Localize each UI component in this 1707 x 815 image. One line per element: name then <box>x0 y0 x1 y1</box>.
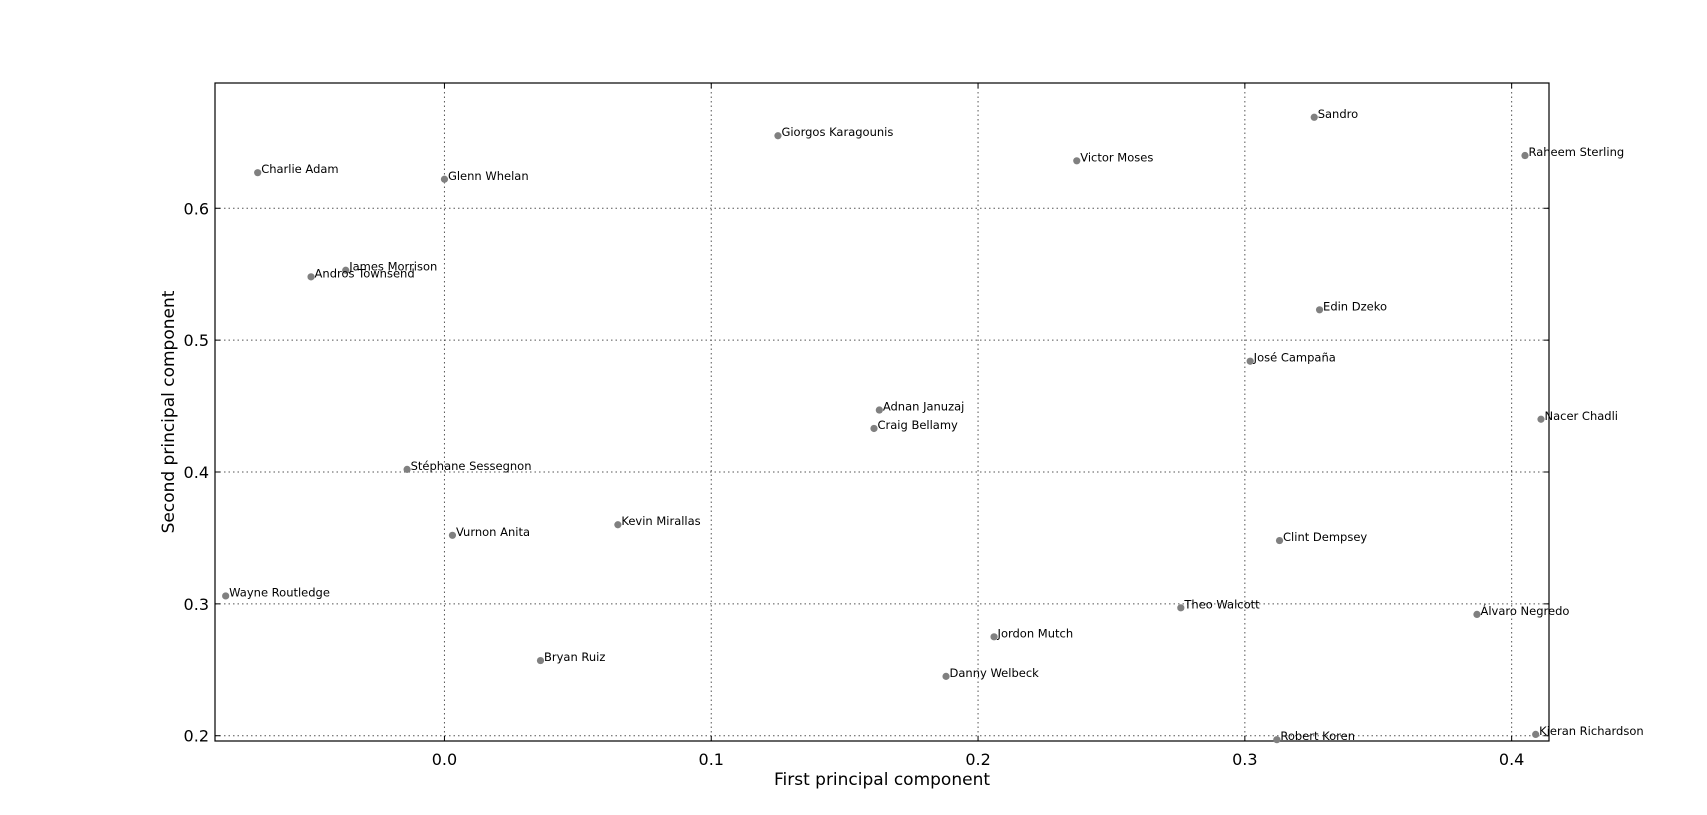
y-tick-label: 0.2 <box>184 727 209 746</box>
data-point-label: Wayne Routledge <box>229 585 330 599</box>
data-point <box>942 672 950 680</box>
data-point <box>307 273 315 281</box>
data-point-label: Victor Moses <box>1080 150 1153 164</box>
data-point-label: Edin Dzeko <box>1323 299 1387 313</box>
data-point <box>536 656 545 665</box>
data-point-label: Nacer Chadli <box>1544 409 1618 423</box>
x-tick-label: 0.1 <box>699 750 724 769</box>
grid <box>215 83 1549 741</box>
data-point-label: Craig Bellamy <box>877 418 958 432</box>
y-tick-label: 0.3 <box>184 595 209 614</box>
data-point <box>1521 151 1529 160</box>
y-tick-label: 0.5 <box>184 331 209 350</box>
y-tick-label: 0.6 <box>184 199 209 218</box>
data-points: Sandro Giorgos Karagounis Raheem Sterling V… <box>222 107 1644 744</box>
data-point <box>1177 604 1185 612</box>
data-point-label: Stéphane Sessegnon <box>411 459 532 473</box>
data-point <box>1246 357 1254 365</box>
data-point-label: James Morrison <box>348 260 437 274</box>
data-point <box>1473 610 1481 619</box>
y-axis-title: Second principal component <box>159 290 179 533</box>
data-point-label: Clint Dempsey <box>1283 530 1367 544</box>
x-axis-title: First principal component <box>774 770 990 790</box>
data-point <box>774 132 782 140</box>
x-tick-label: 0.0 <box>432 750 457 769</box>
data-point-label: Vurnon Anita <box>456 525 530 539</box>
data-point-label: Adnan Januzaj <box>883 400 965 414</box>
data-point-label: Raheem Sterling <box>1528 145 1624 159</box>
data-point-label: Sandro <box>1318 107 1358 121</box>
data-point <box>990 633 998 641</box>
x-tick-label: 0.2 <box>965 750 990 769</box>
data-point-label: Bryan Ruiz <box>544 650 605 664</box>
data-point <box>614 521 622 529</box>
data-point-label: José Campaña <box>1253 351 1336 365</box>
data-point-label: Andros Townsend <box>315 266 415 280</box>
data-point-label: Theo Walcott <box>1183 597 1260 611</box>
axis-ticks: 0.0 0.1 0.2 0.3 0.4 0.2 0.3 0.4 0.5 0.6 <box>184 83 1549 769</box>
data-point-label: Giorgos Karagounis <box>781 125 893 139</box>
data-point <box>342 266 350 274</box>
data-point-label: Glenn Whelan <box>448 169 529 183</box>
data-point <box>448 531 457 539</box>
data-point <box>1537 415 1545 423</box>
data-point <box>440 175 449 183</box>
data-point <box>1275 536 1284 545</box>
plot-frame <box>214 82 1550 742</box>
data-point <box>870 424 878 433</box>
data-point <box>1310 113 1318 121</box>
data-point <box>1073 157 1081 165</box>
data-point-label: Kieran Richardson <box>1539 724 1644 738</box>
data-point <box>254 169 262 177</box>
data-point-label: Kevin Mirallas <box>621 514 700 528</box>
data-point <box>1273 736 1281 744</box>
data-point-label: Danny Welbeck <box>950 666 1040 680</box>
data-point <box>875 406 883 414</box>
x-tick-label: 0.3 <box>1232 750 1257 769</box>
data-point <box>222 592 230 600</box>
data-point-label: Jordon Mutch <box>997 626 1074 640</box>
data-point-label: Robert Koren <box>1280 729 1355 743</box>
data-point <box>1532 730 1540 739</box>
data-point-label: Charlie Adam <box>261 162 338 176</box>
y-tick-label: 0.4 <box>184 463 209 482</box>
data-point-label: Álvaro Negredo <box>1480 603 1569 618</box>
data-point <box>1315 306 1324 314</box>
data-point <box>403 465 411 473</box>
x-tick-label: 0.4 <box>1499 750 1524 769</box>
